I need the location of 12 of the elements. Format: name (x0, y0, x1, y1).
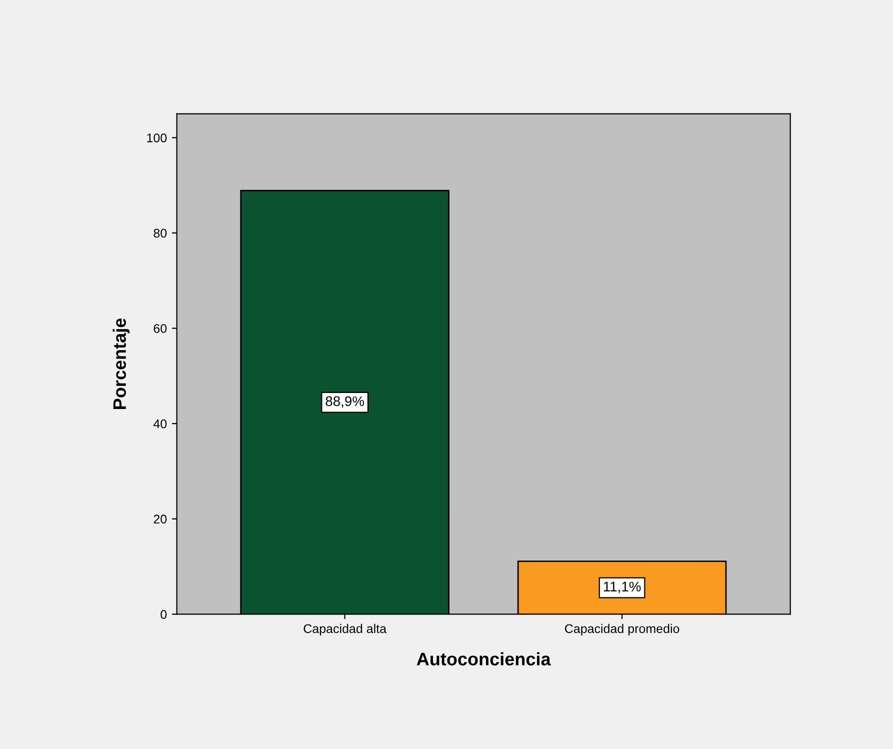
y-tick-label: 40 (153, 419, 167, 428)
y-tick-label: 60 (154, 324, 167, 333)
data-label: 11,1% (604, 582, 641, 594)
data-label: 88,9% (326, 396, 364, 408)
y-tick-label: 80 (154, 228, 167, 238)
x-tick-label: Capacidad promedio (564, 624, 680, 636)
x-axis-title: Autoconciencia (416, 652, 551, 666)
x-tick-label: Capacidad alta (304, 624, 387, 636)
y-axis-title: Porcentaje (112, 318, 130, 409)
y-tick-label: 0 (160, 610, 167, 619)
y-tick-label: 20 (154, 514, 167, 524)
y-tick-label: 100 (147, 133, 167, 142)
